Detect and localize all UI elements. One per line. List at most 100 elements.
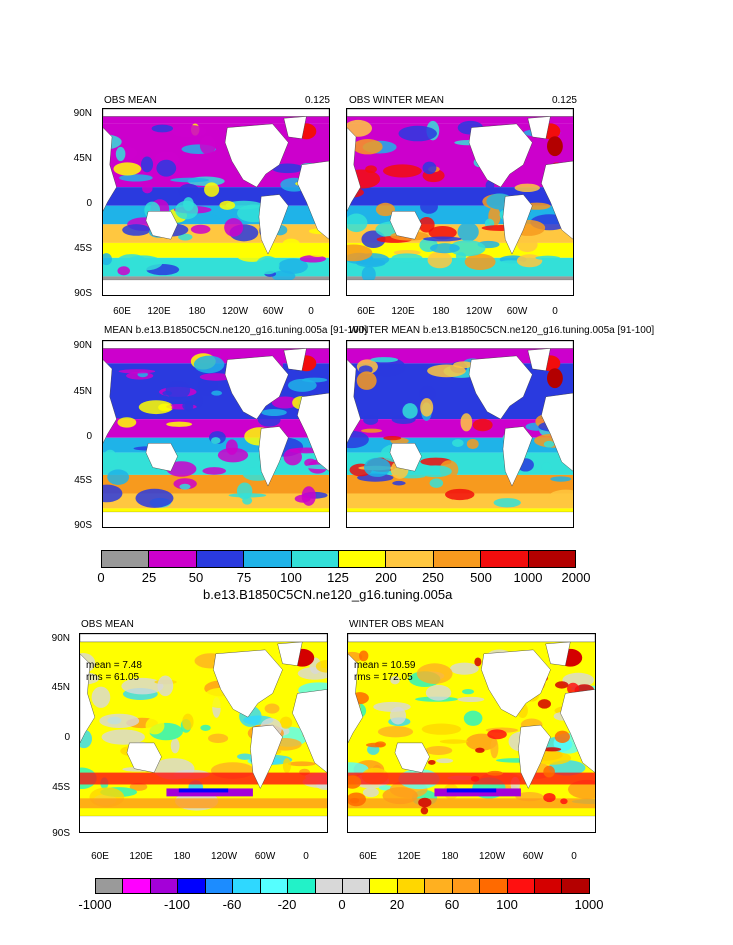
lon-label: 120W: [221, 306, 249, 317]
colorbar-1-label: 200: [375, 570, 397, 585]
colorbar-swatch: [481, 551, 529, 567]
lon-label: 180: [441, 851, 459, 862]
panel-1-title: OBS MEAN: [104, 95, 157, 106]
lon-label: 0: [571, 851, 577, 862]
colorbar-swatch: [96, 879, 124, 893]
colorbar-swatch: [562, 879, 589, 893]
panel-1-value: 0.125: [304, 95, 330, 106]
lat-label: 45N: [73, 153, 92, 164]
lat-label: 90S: [52, 828, 70, 839]
lon-label: 60W: [262, 306, 284, 317]
lon-label: 60E: [113, 306, 131, 317]
lon-label: 120W: [478, 851, 506, 862]
colorbar-swatch: [370, 879, 398, 893]
colorbar-swatch: [528, 551, 576, 567]
panel-2-title: OBS WINTER MEAN: [349, 95, 445, 106]
lon-label: 120E: [129, 851, 153, 862]
colorbar-swatch: [205, 879, 234, 893]
panel-4-map: [346, 340, 574, 528]
lat-label: 90S: [74, 288, 92, 299]
lat-label: 0: [64, 732, 70, 743]
colorbar-swatch: [150, 879, 179, 893]
colorbar-swatch: [507, 879, 535, 893]
colorbar-swatch: [244, 551, 292, 567]
lon-label: 60W: [522, 851, 544, 862]
colorbar-2-label: 20: [389, 897, 405, 912]
colorbar-swatch: [342, 879, 371, 893]
panel-2-value: 0.125: [551, 95, 577, 106]
colorbar-swatch: [397, 879, 426, 893]
colorbar-swatch: [260, 879, 289, 893]
colorbar-swatch: [149, 551, 197, 567]
panel-3-map: [102, 340, 330, 528]
colorbar-2-label: -60: [222, 897, 242, 912]
colorbar-2-label: 0: [338, 897, 346, 912]
panel-5-stat-mean: mean = 7.48: [86, 660, 142, 671]
panel-6-stat-rms: rms = 172.05: [354, 672, 413, 683]
colorbar-1-label: 0: [97, 570, 105, 585]
lat-label: 45S: [74, 475, 92, 486]
lon-label: 60W: [506, 306, 528, 317]
lon-label: 120W: [465, 306, 493, 317]
panel-5-stat-rms: rms = 61.05: [86, 672, 140, 683]
panel-6-stat-mean: mean = 10.59: [354, 660, 416, 671]
colorbar-2-label: 60: [444, 897, 460, 912]
colorbar-swatch: [315, 879, 343, 893]
panel-5-map: [79, 633, 328, 833]
lon-label: 120E: [391, 306, 415, 317]
colorbar-1-label: 1000: [513, 570, 543, 585]
colorbar-1-label: 100: [280, 570, 302, 585]
colorbar-swatch: [339, 551, 387, 567]
colorbar-swatch: [291, 551, 340, 567]
lat-label: 90S: [74, 520, 92, 531]
colorbar-swatch: [233, 879, 261, 893]
panel-6-map: [347, 633, 596, 833]
lat-label: 90N: [73, 108, 92, 119]
colorbar-1-label: 25: [141, 570, 157, 585]
colorbar-1-label: 125: [327, 570, 349, 585]
panel-6-title: WINTER OBS MEAN: [349, 619, 445, 630]
lon-label: 0: [308, 306, 314, 317]
lon-label: 180: [188, 306, 206, 317]
lon-label: 120E: [397, 851, 421, 862]
lon-label: 60W: [254, 851, 276, 862]
lat-label: 45S: [52, 782, 70, 793]
colorbar-swatch: [102, 551, 150, 567]
colorbar-2-label: -1000: [78, 897, 112, 912]
colorbar-1-title: b.e13.B1850C5CN.ne120_g16.tuning.005a: [203, 587, 453, 602]
lat-label: 45N: [73, 386, 92, 397]
colorbar-swatch: [196, 551, 245, 567]
colorbar-swatch: [288, 879, 316, 893]
lon-label: 0: [552, 306, 558, 317]
colorbar-2-label: 100: [496, 897, 518, 912]
colorbar-swatch: [425, 879, 453, 893]
lat-label: 0: [86, 198, 92, 209]
colorbar-1-label: 250: [422, 570, 444, 585]
colorbar-2-label: 1000: [574, 897, 604, 912]
panel-2-map: [346, 108, 574, 296]
lat-label: 0: [86, 431, 92, 442]
colorbar-swatch: [123, 879, 151, 893]
panel-3-title: MEAN b.e13.B1850C5CN.ne120_g16.tuning.00…: [104, 325, 367, 336]
lon-label: 60E: [91, 851, 109, 862]
colorbar-swatch: [535, 879, 563, 893]
colorbar-1-label: 75: [236, 570, 252, 585]
colorbar-1-label: 2000: [561, 570, 591, 585]
lon-label: 120E: [147, 306, 171, 317]
colorbar-2-label: -20: [277, 897, 297, 912]
lat-label: 90N: [51, 633, 70, 644]
panel-1-map: [102, 108, 330, 296]
colorbar-1: [101, 550, 576, 568]
lon-label: 60E: [357, 306, 375, 317]
lat-label: 90N: [73, 340, 92, 351]
colorbar-swatch: [480, 879, 508, 893]
lon-label: 180: [432, 306, 450, 317]
lon-label: 60E: [359, 851, 377, 862]
colorbar-1-label: 50: [188, 570, 204, 585]
lon-label: 120W: [210, 851, 238, 862]
lat-label: 45S: [74, 243, 92, 254]
colorbar-swatch: [452, 879, 481, 893]
panel-4-title: WINTER MEAN b.e13.B1850C5CN.ne120_g16.tu…: [349, 325, 655, 336]
colorbar-1-label: 500: [470, 570, 492, 585]
lon-label: 0: [303, 851, 309, 862]
